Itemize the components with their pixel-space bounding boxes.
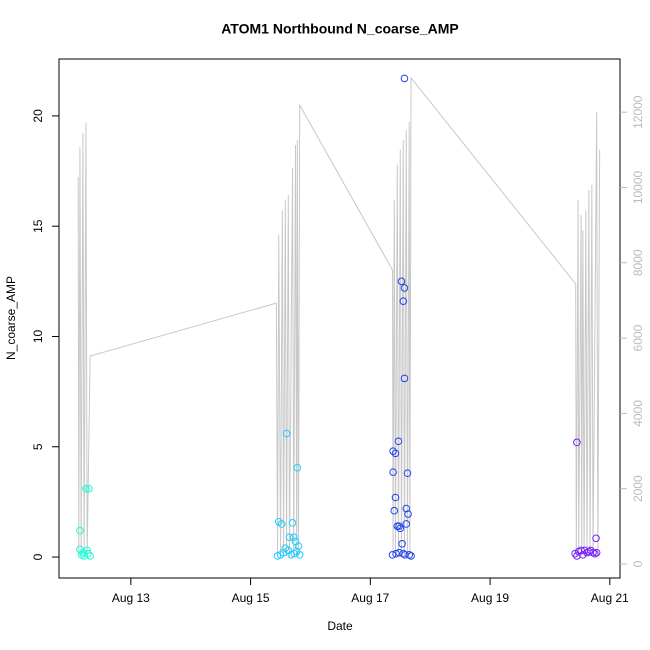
point [407,552,415,560]
y-tick-label: 20 [31,109,45,123]
point [290,549,299,558]
point [397,277,406,286]
x-tick-label: Aug 15 [232,591,270,605]
point [279,548,288,557]
point [391,449,400,458]
point [399,297,408,305]
x-axis-label: Date [327,619,353,633]
point [295,551,304,559]
point [388,551,397,559]
y-axis-label: N_coarse_AMP [4,276,18,360]
chart-title: ATOM1 Northbound N_coarse_AMP [221,21,459,37]
point [79,548,87,557]
x-tick-label: Aug 13 [112,591,150,605]
point [402,520,411,528]
y-tick-label: 5 [31,443,45,450]
point [400,374,409,383]
point [400,284,409,292]
y2-tick-label: 6000 [631,324,645,351]
point [289,533,298,541]
point [398,540,406,548]
point [83,549,92,558]
point [403,469,412,478]
point [285,533,294,541]
point [293,463,302,472]
y2-tick-label: 4000 [631,400,645,427]
y2-tick-label: 12000 [631,95,645,129]
point [589,548,597,557]
y2-tick-label: 0 [631,560,645,567]
point [288,519,297,527]
y-tick-label: 0 [31,553,45,560]
point [394,437,403,446]
point [391,493,400,502]
point [402,504,411,513]
point [76,526,84,535]
plot-box [58,58,621,579]
line [77,76,601,557]
point [277,520,286,528]
point [591,549,599,558]
y2-tick-label: 10000 [631,170,645,204]
point [400,74,409,83]
point [82,484,90,493]
point [573,438,581,447]
point [580,546,589,555]
x-tick-label: Aug 19 [471,591,509,605]
y-tick-label: 15 [31,219,45,233]
point [294,542,303,550]
point [282,429,291,438]
point [389,468,397,476]
point [85,484,93,493]
point [86,552,94,560]
x-tick-label: Aug 17 [351,591,389,605]
point [405,551,414,559]
point [389,447,397,455]
point [592,534,600,543]
point [579,551,587,559]
y-tick-label: 10 [31,329,45,343]
x-tick-label: Aug 21 [591,591,629,605]
y2-tick-label: 2000 [631,475,645,502]
point [396,524,405,533]
point [592,548,601,557]
y2-tick-label: 8000 [631,249,645,276]
point [404,510,412,518]
point [390,506,399,515]
